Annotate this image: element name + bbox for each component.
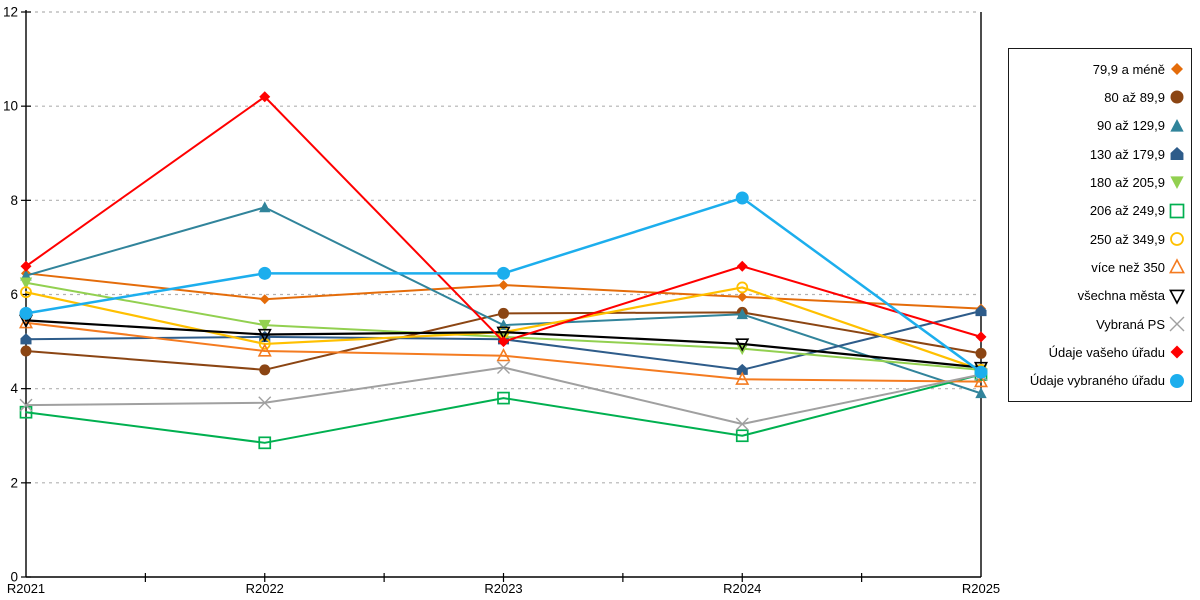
legend-label-130-a-179-9: 130 až 179,9 [1089, 146, 1165, 162]
legend-label-v-echna-m-sta: všechna města [1077, 288, 1165, 304]
point-79-9-a-m-n-r2023 [498, 280, 509, 291]
point-daje-vybran-ho-adu-r2025 [974, 365, 988, 379]
point-206-a-249-9-r2023 [497, 391, 510, 405]
legend-marker-square-open-icon [1169, 203, 1185, 219]
legend-marker-pentagon-icon [1170, 147, 1184, 161]
series-line-v-ce-ne-350 [25, 321, 982, 383]
x-axis-label-r2024: R2024 [723, 581, 761, 596]
legend-label-250-a-349-9: 250 až 349,9 [1089, 231, 1165, 247]
legend-label-79-9-a-m-n: 79,9 a méně [1092, 61, 1165, 77]
point-90-a-129-9-r2024 [736, 308, 748, 320]
point-79-9-a-m-n-r2024 [737, 291, 748, 302]
point-130-a-179-9-r2025 [975, 304, 987, 317]
point-206-a-249-9-r2022 [258, 436, 272, 450]
point-vybran-ps-r2021 [19, 398, 33, 412]
legend-marker-circle-icon [1170, 90, 1184, 104]
point-80-a-89-9-r2021 [20, 345, 32, 357]
point-v-echna-m-sta-r2024 [735, 338, 750, 352]
x-axis-label-r2023: R2023 [484, 581, 522, 596]
point-daje-va-eho-adu-r2023 [498, 336, 509, 348]
point-180-a-205-9-r2021 [19, 277, 33, 290]
point-daje-va-eho-adu-r2022 [259, 91, 271, 103]
series-line-vybran-ps [25, 366, 982, 425]
legend-label-daje-vybran-ho-adu: Údaje vybraného úřadu [1029, 373, 1165, 389]
point-80-a-89-9-r2023 [498, 307, 509, 319]
y-axis-tick-label: 2 [10, 475, 18, 490]
point-130-a-179-9-r2024 [736, 363, 748, 375]
legend-item-180-a-205-9: 180 až 205,9 [1013, 171, 1186, 193]
x-axis-label-r2021: R2021 [7, 581, 45, 596]
legend-label-206-a-249-9: 206 až 249,9 [1089, 203, 1165, 219]
legend-label-80-a-89-9: 80 až 89,9 [1104, 89, 1165, 105]
point-80-a-89-9-r2025 [975, 347, 987, 359]
chart-legend: 79,9 a méně 80 až 89,9 90 až 129,9 130 až 1… [1008, 48, 1192, 402]
point-v-ce-ne-350-r2023 [496, 347, 511, 362]
point-130-a-179-9-r2021 [20, 333, 32, 345]
point-vybran-ps-r2023 [497, 360, 510, 374]
legend-item-vybran-ps: Vybraná PS [1013, 313, 1186, 335]
legend-label-vybran-ps: Vybraná PS [1096, 316, 1165, 332]
legend-item-80-a-89-9: 80 až 89,9 [1013, 86, 1186, 108]
point-v-echna-m-sta-r2023 [496, 326, 511, 340]
legend-item-206-a-249-9: 206 až 249,9 [1013, 200, 1186, 222]
legend-marker-x-icon [1169, 316, 1185, 332]
legend-label-90-a-129-9: 90 až 129,9 [1097, 118, 1165, 134]
point-90-a-129-9-r2025 [975, 387, 987, 399]
legend-item-79-9-a-m-n: 79,9 a méně [1013, 58, 1186, 80]
legend-marker-triangle-down-icon [1170, 176, 1184, 190]
point-daje-vybran-ho-adu-r2024 [735, 191, 749, 205]
y-axis-tick-label: 10 [3, 99, 18, 114]
point-vybran-ps-r2022 [258, 396, 272, 410]
legend-item-v-echna-m-sta: všechna města [1013, 285, 1186, 307]
legend-item-v-ce-ne-350: více než 350 [1013, 256, 1186, 278]
point-250-a-349-9-r2021 [20, 286, 32, 299]
legend-marker-circle-icon [1170, 373, 1184, 388]
series-line-206-a-249-9 [25, 373, 982, 444]
legend-label-v-ce-ne-350: více než 350 [1091, 259, 1165, 275]
point-90-a-129-9-r2022 [259, 201, 271, 213]
series-line-v-echna-m-sta [24, 319, 983, 369]
point-v-echna-m-sta-r2022 [257, 328, 272, 343]
point-206-a-249-9-r2024 [735, 429, 749, 443]
legend-marker-diamond-icon [1170, 345, 1184, 359]
point-daje-va-eho-adu-r2025 [975, 331, 987, 343]
point-250-a-349-9-r2024 [736, 281, 749, 294]
legend-item-90-a-129-9: 90 až 129,9 [1013, 115, 1186, 137]
legend-marker-triangle-down-open-icon [1169, 289, 1185, 305]
point-79-9-a-m-n-r2022 [259, 294, 270, 305]
point-daje-va-eho-adu-r2024 [736, 260, 748, 272]
point-180-a-205-9-r2022 [258, 319, 271, 332]
series-line-90-a-129-9 [25, 206, 982, 395]
point-daje-vybran-ho-adu-r2023 [497, 266, 510, 280]
legend-marker-diamond-icon [1171, 63, 1183, 76]
legend-label-daje-va-eho-adu: Údaje vašeho úřadu [1048, 344, 1165, 360]
y-axis-tick-label: 0 [10, 570, 18, 585]
x-axis-label-r2025: R2025 [962, 581, 1000, 596]
point-daje-vybran-ho-adu-r2021 [19, 306, 33, 320]
legend-marker-triangle-up-icon [1170, 118, 1184, 132]
x-axis-label-r2022: R2022 [246, 581, 284, 596]
point-v-ce-ne-350-r2024 [735, 371, 750, 385]
y-axis-tick-label: 8 [10, 193, 18, 208]
y-axis-tick-label: 12 [3, 5, 18, 20]
legend-marker-triangle-up-open-icon [1169, 258, 1185, 274]
legend-item-daje-vybran-ho-adu: Údaje vybraného úřadu [1013, 370, 1186, 392]
legend-marker-circle-open-icon [1170, 232, 1184, 247]
series-line-daje-va-eho-adu [25, 95, 982, 343]
legend-item-250-a-349-9: 250 až 349,9 [1013, 228, 1186, 250]
y-axis-tick-label: 6 [10, 287, 18, 302]
legend-item-130-a-179-9: 130 až 179,9 [1013, 143, 1186, 165]
legend-item-daje-va-eho-adu: Údaje vašeho úřadu [1013, 341, 1186, 363]
point-80-a-89-9-r2022 [259, 364, 271, 376]
legend-label-180-a-205-9: 180 až 205,9 [1089, 174, 1165, 190]
point-vybran-ps-r2024 [735, 417, 749, 431]
point-v-ce-ne-350-r2022 [257, 343, 272, 357]
point-v-ce-ne-350-r2025 [973, 373, 989, 388]
point-206-a-249-9-r2021 [19, 405, 33, 419]
y-axis-tick-label: 4 [10, 381, 18, 396]
point-daje-va-eho-adu-r2021 [20, 260, 32, 272]
point-daje-vybran-ho-adu-r2022 [258, 266, 272, 280]
